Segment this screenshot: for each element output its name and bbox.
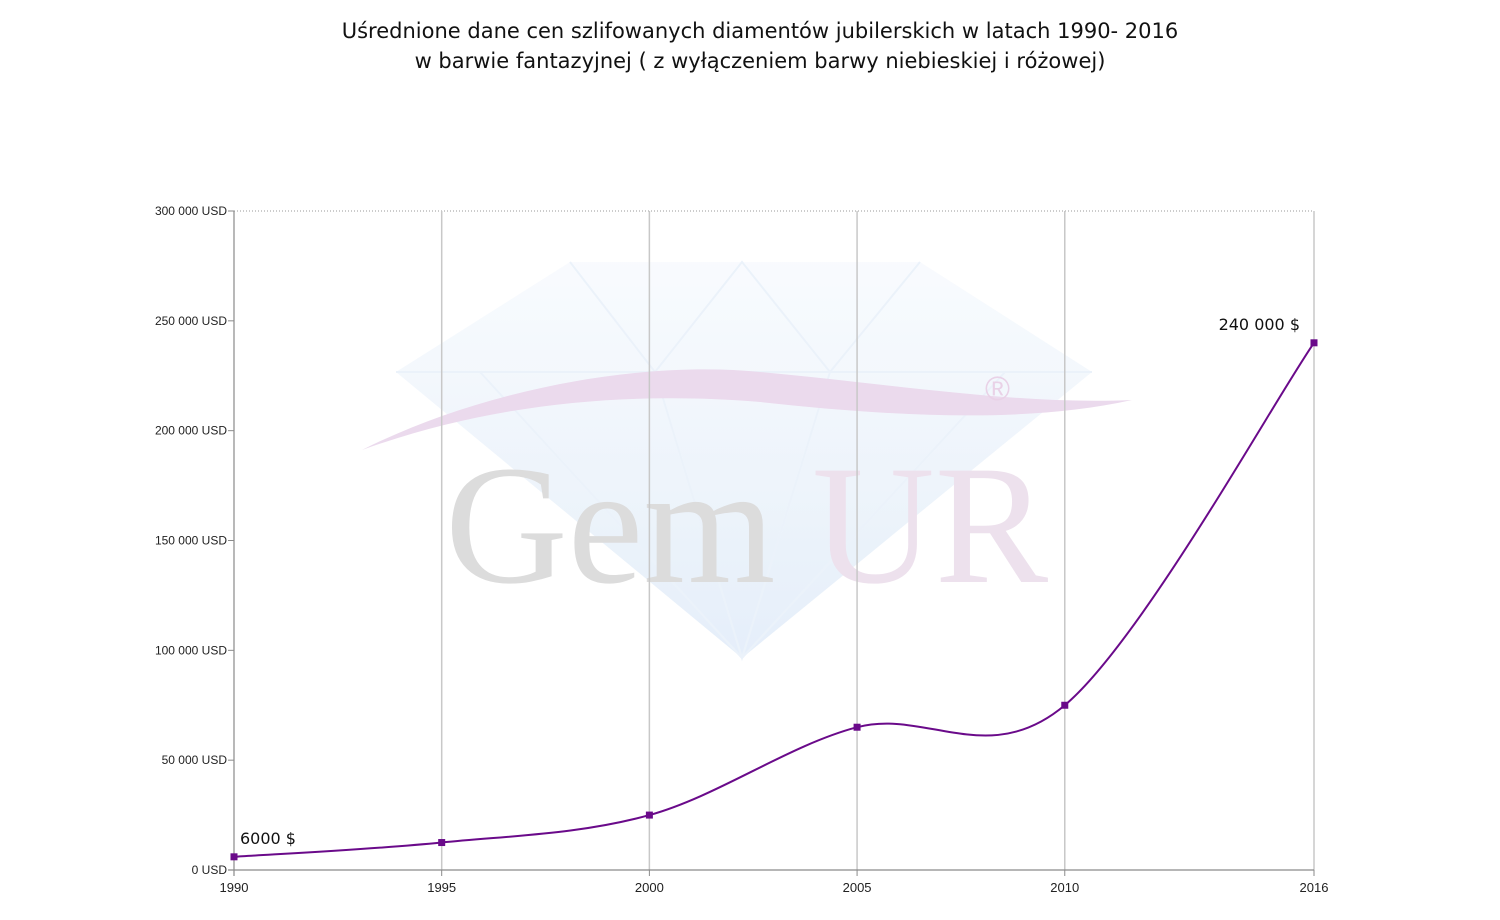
y-axis-ticks: 0 USD 50 000 USD 100 000 USD 150 000 USD 200… xyxy=(155,204,234,877)
x-tick-label: 1990 xyxy=(220,880,249,895)
chart-title: Uśrednione dane cen szlifowanych diament… xyxy=(300,16,1220,76)
chart-title-line-1: Uśrednione dane cen szlifowanych diament… xyxy=(341,19,1179,43)
data-point-marker xyxy=(1061,701,1069,709)
data-label: 240 000 $ xyxy=(1219,315,1300,334)
chart-title-line-2: w barwie fantazyjnej ( z wyłączeniem bar… xyxy=(414,49,1106,73)
diamond-facet xyxy=(569,260,921,374)
data-point-marker xyxy=(645,811,653,819)
x-tick-label: 2010 xyxy=(1050,880,1079,895)
x-tick-label: 2016 xyxy=(1300,880,1329,895)
data-point-marker xyxy=(1310,339,1318,347)
watermark-text-gem: Gem xyxy=(445,431,775,619)
swoosh-shape xyxy=(362,369,1132,450)
y-tick-label: 250 000 USD xyxy=(155,314,227,328)
chart-axes xyxy=(228,211,1314,876)
data-point-marker xyxy=(853,723,861,731)
y-tick-label: 150 000 USD xyxy=(155,534,227,548)
series-group xyxy=(230,339,1318,861)
watermark-text-ur: UR xyxy=(812,431,1049,619)
diamond-facet xyxy=(479,371,1006,660)
x-axis-ticks: 1990 1995 2000 2005 2010 2016 xyxy=(220,870,1329,895)
gemur-watermark-logo: Gem UR ® xyxy=(362,260,1132,662)
data-point-marker xyxy=(438,839,446,847)
x-tick-label: 1995 xyxy=(427,880,456,895)
y-tick-label: 50 000 USD xyxy=(162,753,228,767)
y-tick-label: 0 USD xyxy=(192,863,228,877)
x-tick-label: 2000 xyxy=(635,880,664,895)
x-tick-label: 2005 xyxy=(843,880,872,895)
y-tick-label: 200 000 USD xyxy=(155,424,227,438)
y-tick-label: 100 000 USD xyxy=(155,643,227,657)
data-labels: 6000 $ 240 000 $ xyxy=(240,315,1300,848)
chart-grid xyxy=(234,210,1315,870)
diamond-shape xyxy=(396,262,1092,658)
watermark-registered-mark: ® xyxy=(985,370,1010,408)
data-point-marker xyxy=(230,853,238,861)
data-label: 6000 $ xyxy=(240,829,296,848)
y-tick-label: 300 000 USD xyxy=(155,204,227,218)
